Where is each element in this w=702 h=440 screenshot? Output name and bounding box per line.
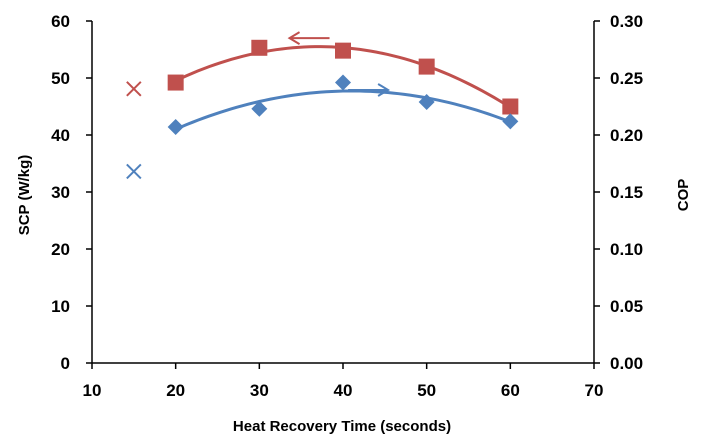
y-left-tick-label: 50	[51, 69, 70, 88]
y-right-tick-label: 0.05	[610, 297, 643, 316]
data-point-square	[335, 42, 351, 59]
y-right-tick-label: 0.30	[610, 12, 643, 31]
left-axis-arrow-icon	[287, 31, 330, 45]
data-point-diamond	[418, 93, 435, 110]
y-right-tick-label: 0.15	[610, 183, 643, 202]
y-left-tick-label: 0	[61, 354, 70, 373]
outlier-cross-marker	[126, 81, 142, 97]
y-right-tick-label: 0.25	[610, 69, 643, 88]
y-axis-left-title: SCP (W/kg)	[16, 155, 33, 236]
y-right-tick-label: 0.00	[610, 354, 643, 373]
data-point-diamond	[251, 100, 268, 117]
y-axis-right-title: COP	[675, 179, 692, 212]
x-tick-label: 60	[501, 381, 520, 400]
ticks: 10 20 30 40 50 60 70 0 10 20 30 40 50 60 0.00 0.05 0.10 0…	[51, 12, 643, 400]
data-point-square	[502, 98, 519, 115]
arrow-head	[287, 31, 301, 45]
data-point-diamond	[335, 74, 351, 91]
y-left-tick-label: 60	[51, 12, 70, 31]
x-tick-label: 40	[334, 381, 353, 400]
data-point-square	[418, 58, 435, 75]
trendline-series-2	[175, 89, 511, 131]
x-axis-title: Heat Recovery Time (seconds)	[233, 418, 451, 435]
data-point-diamond	[502, 113, 519, 130]
data-point-square	[167, 74, 184, 91]
x-tick-label: 70	[585, 381, 604, 400]
x-tick-label: 50	[417, 381, 436, 400]
data-point-square	[251, 39, 268, 56]
x-tick-label: 30	[250, 381, 269, 400]
y-left-tick-label: 10	[51, 297, 70, 316]
y-left-tick-label: 40	[51, 126, 70, 145]
x-tick-label: 20	[166, 381, 185, 400]
outlier-cross-marker	[126, 163, 142, 180]
arrow-head	[377, 83, 391, 97]
annotations	[287, 31, 391, 97]
right-axis-arrow-icon	[348, 83, 391, 97]
x-tick-label: 10	[83, 381, 102, 400]
y-right-tick-label: 0.20	[610, 126, 643, 145]
outlier-cross-stroke	[126, 163, 142, 180]
y-left-tick-label: 20	[51, 240, 70, 259]
data-marks	[126, 39, 519, 180]
y-left-tick-label: 30	[51, 183, 70, 202]
outlier-cross-stroke	[126, 81, 142, 97]
y-right-tick-label: 0.10	[610, 240, 643, 259]
axes	[91, 21, 595, 364]
data-point-diamond	[167, 119, 184, 136]
